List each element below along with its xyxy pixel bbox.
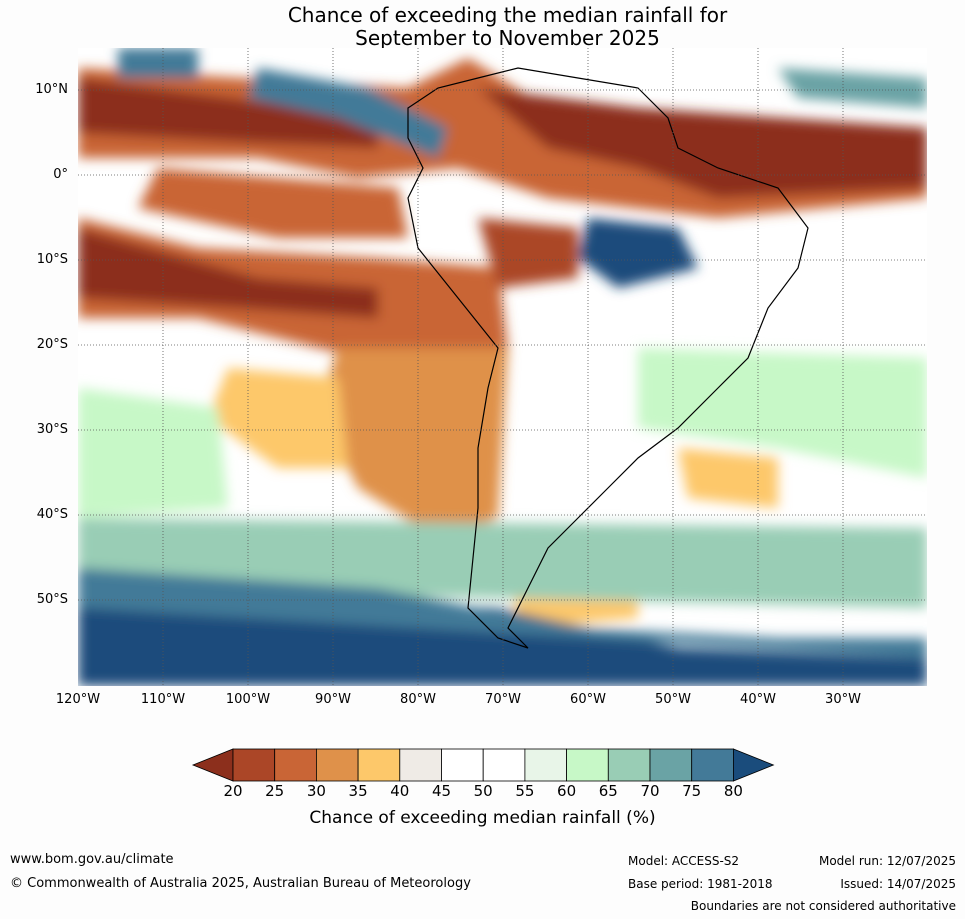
copyright-text: © Commonwealth of Australia 2025, Austra… (10, 876, 471, 891)
south-america-outline (407, 67, 809, 649)
issued-text: Issued: 14/07/2025 (840, 877, 956, 891)
colorbar-segment (274, 748, 317, 782)
wet-amazon-south (578, 218, 698, 288)
lon-label-30w: 30°W (825, 692, 861, 707)
chart-title: Chance of exceeding the median rainfall … (0, 4, 965, 50)
colorbar-segment (524, 748, 567, 782)
map-svg (78, 48, 927, 686)
colorbar-tick-label: 20 (223, 782, 243, 800)
colorbar-segment (441, 748, 484, 782)
colorbar-tick-label: 45 (431, 782, 452, 800)
colorbar-arrow-left (191, 748, 234, 782)
lat-label-0: 0° (53, 167, 68, 182)
website-link[interactable]: www.bom.gov.au/climate (10, 852, 174, 867)
disclaimer-text: Boundaries are not considered authoritat… (690, 899, 956, 913)
lat-label-30s: 30°S (36, 422, 68, 437)
colorbar-tick-label: 60 (557, 782, 577, 800)
colorbar-segment (607, 748, 651, 782)
colorbar-tick-label: 25 (265, 782, 285, 800)
wet-atlantic-ne (778, 68, 927, 108)
lon-label-90w: 90°W (315, 692, 351, 707)
lon-label-70w: 70°W (485, 692, 521, 707)
base-period-text: Base period: 1981-2018 (628, 877, 773, 891)
dry-core-amazon (478, 88, 927, 198)
colorbar-tick-label: 50 (473, 782, 493, 800)
lat-label-40s: 40°S (36, 507, 68, 522)
lat-label-10n: 10°N (35, 82, 68, 97)
mild-dry-south-pacific (318, 348, 508, 538)
lat-label-20s: 20°S (36, 337, 68, 352)
colorbar-tick-label: 65 (598, 782, 618, 800)
rainfall-probability-field (78, 48, 927, 686)
colorbar-tick-label: 30 (306, 782, 326, 800)
colorbar-svg (191, 748, 775, 782)
dry-pacific-upper (138, 168, 408, 238)
lon-label-80w: 80°W (400, 692, 436, 707)
colorbar-tick-label: 35 (348, 782, 368, 800)
wet-band-southern-edge (78, 568, 927, 658)
colorbar-tick-label: 75 (682, 782, 702, 800)
dry-south-atlantic (678, 448, 778, 508)
lon-label-110w: 110°W (140, 692, 186, 707)
lon-label-40w: 40°W (740, 692, 776, 707)
wet-north-edge (118, 48, 198, 78)
rainfall-outlook-map (78, 48, 927, 686)
lon-label-100w: 100°W (225, 692, 271, 707)
lon-label-120w: 120°W (55, 692, 101, 707)
model-text: Model: ACCESS-S2 (628, 854, 740, 868)
colorbar-tick-label: 40 (390, 782, 410, 800)
colorbar (190, 745, 776, 787)
colorbar-segment (482, 748, 526, 782)
colorbar-segment (691, 748, 734, 782)
moist-subtropics-west (78, 388, 228, 518)
title-line-1: Chance of exceeding the median rainfall … (287, 3, 728, 27)
lon-label-60w: 60°W (570, 692, 606, 707)
dry-core-pacific (78, 228, 378, 318)
wet-caribbean (248, 68, 448, 158)
gridlines (78, 48, 927, 686)
colorbar-segment (357, 748, 401, 782)
colorbar-segment (399, 748, 442, 782)
title-line-2: September to November 2025 (355, 26, 660, 50)
lon-label-50w: 50°W (655, 692, 691, 707)
weak-dry-south-pacific (208, 368, 348, 468)
dry-core-pacific-north (78, 78, 378, 148)
model-run-text: Model run: 12/07/2025 (818, 854, 956, 868)
moist-south-atlantic (638, 348, 927, 478)
colorbar-segment (316, 748, 359, 782)
colorbar-tick-label: 70 (640, 782, 660, 800)
colorbar-arrow-right (733, 748, 775, 782)
colorbar-segment (232, 748, 276, 782)
lat-label-10s: 10°S (36, 252, 68, 267)
colorbar-segment (566, 748, 609, 782)
lat-label-50s: 50°S (36, 592, 68, 607)
colorbar-tick-label: 80 (723, 782, 743, 800)
colorbar-tick-label: 55 (515, 782, 535, 800)
colorbar-label: Chance of exceeding median rainfall (%) (309, 808, 656, 828)
colorbar-segment (649, 748, 693, 782)
